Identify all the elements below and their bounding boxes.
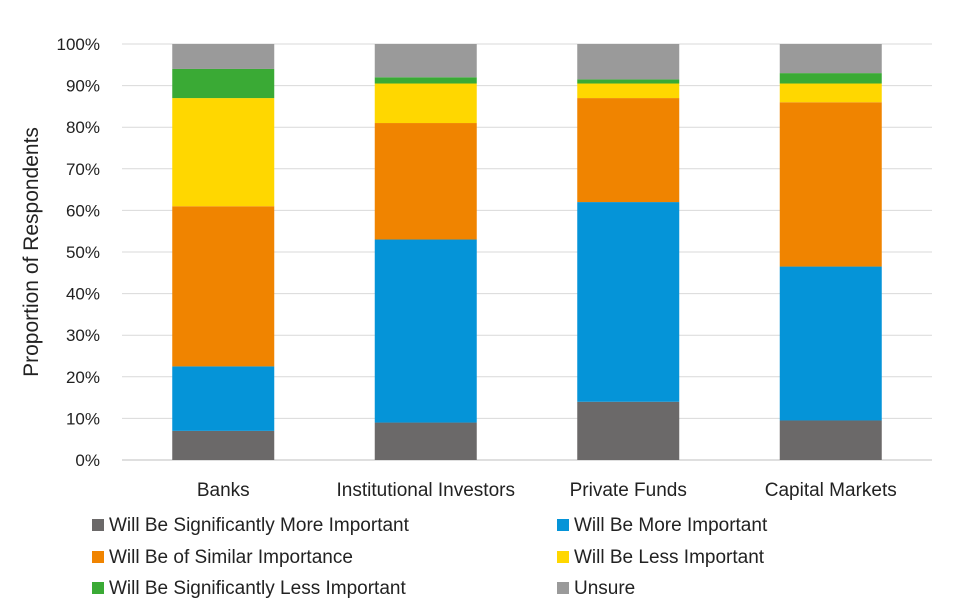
bar-segment: [577, 98, 680, 203]
legend-label: Will Be of Similar Importance: [109, 547, 353, 568]
bar-segment: [779, 44, 882, 74]
bar-segment: [374, 77, 477, 84]
y-tick-label: 30%: [66, 326, 100, 345]
legend-label: Will Be More Important: [574, 515, 768, 536]
y-tick-label: 10%: [66, 409, 100, 428]
y-tick-label: 70%: [66, 160, 100, 179]
y-tick-label: 80%: [66, 118, 100, 137]
legend-swatch: [92, 519, 104, 531]
bar-segment: [172, 98, 275, 207]
bar-segment: [577, 79, 680, 84]
legend-swatch: [557, 519, 569, 531]
bar-segment: [374, 422, 477, 460]
bar-segment: [577, 202, 680, 402]
x-category-label: Capital Markets: [765, 480, 897, 501]
bar-segment: [374, 239, 477, 423]
y-tick-label: 0%: [75, 451, 100, 470]
legend-swatch: [92, 582, 104, 594]
bar-segment: [172, 366, 275, 431]
bar-segment: [577, 83, 680, 99]
bar-segment: [577, 401, 680, 460]
bar-segment: [374, 83, 477, 124]
bar-segment: [779, 420, 882, 460]
y-tick-label: 50%: [66, 243, 100, 262]
y-axis-title: Proportion of Respondents: [20, 127, 43, 377]
legend: Will Be Significantly More Important Will…: [92, 515, 768, 599]
bars: [172, 44, 882, 460]
legend-label: Will Be Significantly Less Important: [109, 578, 406, 599]
legend-label: Will Be Significantly More Important: [109, 515, 410, 536]
legend-swatch: [557, 551, 569, 563]
x-category-label: Institutional Investors: [337, 480, 515, 501]
bar-segment: [779, 102, 882, 267]
legend-label: Will Be Less Important: [574, 547, 765, 568]
bar-segment: [779, 266, 882, 421]
bar-segment: [374, 123, 477, 240]
bar-segment: [172, 430, 275, 460]
bar-segment: [172, 44, 275, 69]
bar-segment: [577, 44, 680, 80]
y-tick-label: 60%: [66, 201, 100, 220]
legend-label: Unsure: [574, 578, 635, 599]
y-tick-label: 90%: [66, 77, 100, 96]
bar-segment: [374, 44, 477, 78]
bar-segment: [172, 206, 275, 367]
x-category-label: Banks: [197, 480, 250, 501]
legend-swatch: [557, 582, 569, 594]
bar-segment: [172, 68, 275, 99]
axes: 0% 10% 20% 30% 40% 50% 60% 70% 80% 90% 100% Banks In…: [57, 35, 897, 501]
x-category-label: Private Funds: [570, 480, 687, 501]
bar-segment: [779, 83, 882, 103]
y-tick-label: 100%: [57, 35, 100, 54]
legend-swatch: [92, 551, 104, 563]
y-tick-label: 40%: [66, 285, 100, 304]
y-tick-label: 20%: [66, 368, 100, 387]
bar-segment: [779, 73, 882, 84]
